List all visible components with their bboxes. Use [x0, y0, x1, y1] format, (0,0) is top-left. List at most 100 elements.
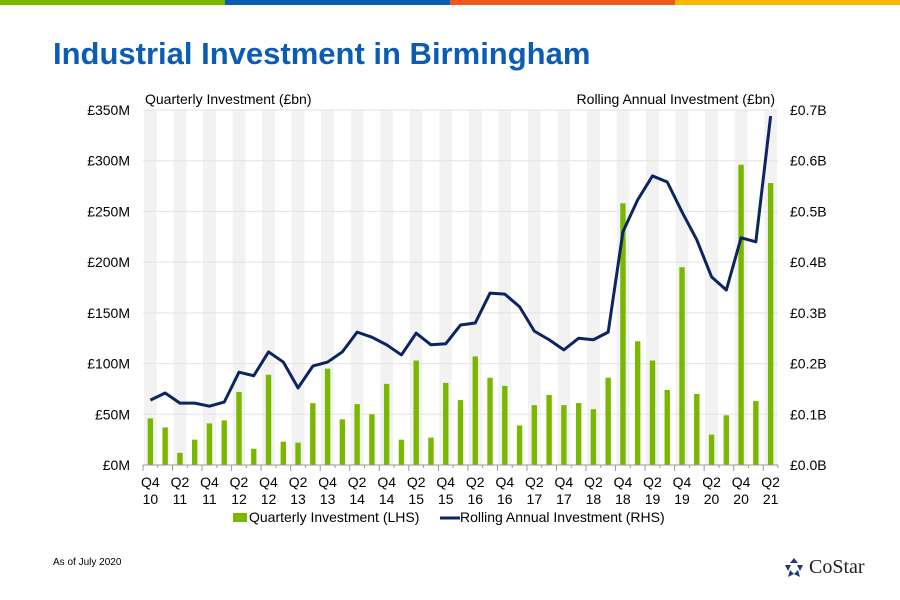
background-stripe — [409, 110, 423, 465]
left-tick-label: £350M — [87, 102, 130, 118]
right-tick-label: £0.4B — [790, 254, 827, 270]
page-title: Industrial Investment in Birmingham — [53, 36, 591, 71]
x-tick-label: Q4 — [436, 474, 455, 490]
bar-Q3-14 — [369, 414, 375, 465]
background-stripe — [705, 110, 718, 465]
x-tick-label: Q2 — [761, 474, 780, 490]
left-tick-label: £200M — [87, 254, 130, 270]
bar-Q3-17 — [546, 395, 552, 465]
right-tick-label: £0.3B — [790, 305, 827, 321]
background-stripe — [498, 110, 512, 465]
right-tick-label: £0.7B — [790, 102, 827, 118]
bar-Q2-21 — [767, 183, 774, 465]
legend-bar-label: Quarterly Investment (LHS) — [249, 509, 419, 525]
bar-Q2-15 — [413, 360, 419, 465]
bar-Q1-12 — [221, 420, 227, 465]
x-tick-label-year: 17 — [556, 491, 572, 507]
background-stripe — [557, 110, 571, 465]
x-tick-label: Q4 — [377, 474, 396, 490]
x-tick-label-year: 20 — [733, 491, 749, 507]
x-tick-label: Q4 — [555, 474, 574, 490]
x-tick-label-year: 21 — [763, 491, 779, 507]
bar-Q2-13 — [295, 442, 301, 465]
x-tick-label: Q4 — [673, 474, 692, 490]
bar-Q2-18 — [590, 409, 597, 465]
x-tick-label-year: 18 — [615, 491, 631, 507]
right-tick-label: £0.0B — [790, 457, 827, 473]
bar-Q1-19 — [635, 341, 641, 465]
left-tick-label: £250M — [87, 203, 130, 219]
bar-Q4-13 — [324, 368, 331, 465]
bar-Q1-11 — [162, 427, 168, 465]
x-tick-label-year: 17 — [527, 491, 543, 507]
x-tick-label: Q2 — [466, 474, 485, 490]
x-tick-label: Q2 — [348, 474, 367, 490]
x-tick-label: Q4 — [495, 474, 514, 490]
x-tick-label-year: 11 — [202, 491, 217, 507]
left-tick-label: £50M — [95, 406, 130, 422]
bar-Q1-18 — [575, 403, 582, 465]
accent-bar-blue — [225, 0, 450, 5]
bar-Q4-14 — [383, 383, 390, 465]
x-tick-label: Q4 — [141, 474, 160, 490]
right-tick-label: £0.5B — [790, 203, 827, 219]
x-tick-label: Q4 — [259, 474, 278, 490]
x-tick-label-year: 11 — [173, 491, 188, 507]
x-tick-label-year: 16 — [497, 491, 513, 507]
right-tick-label: £0.2B — [790, 356, 827, 372]
bar-Q4-18 — [620, 203, 626, 466]
x-tick-label: Q2 — [289, 474, 308, 490]
x-tick-label-year: 18 — [586, 491, 602, 507]
x-tick-label: Q4 — [732, 474, 751, 490]
bar-Q2-17 — [531, 405, 538, 465]
x-tick-label: Q2 — [702, 474, 721, 490]
background-stripe — [144, 110, 157, 465]
x-tick-label-year: 10 — [143, 491, 159, 507]
bar-Q3-18 — [605, 377, 611, 465]
right-tick-label: £0.1B — [790, 406, 827, 422]
logo-text: CoStar — [809, 556, 865, 578]
background-stripe — [646, 110, 659, 465]
bar-Q4-20 — [738, 164, 744, 465]
bar-Q3-19 — [664, 389, 670, 465]
bar-Q1-15 — [398, 439, 405, 465]
x-tick-label-year: 12 — [261, 491, 277, 507]
x-tick-label: Q2 — [584, 474, 603, 490]
x-tick-label: Q2 — [407, 474, 426, 490]
background-stripe — [527, 110, 541, 465]
left-axis-title: Quarterly Investment (£bn) — [145, 91, 312, 107]
bar-Q2-12 — [236, 391, 242, 465]
x-tick-label: Q2 — [230, 474, 249, 490]
accent-bar-yellow — [675, 0, 900, 5]
bar-Q1-16 — [457, 400, 464, 465]
x-tick-label-year: 19 — [674, 491, 690, 507]
bar-Q3-11 — [191, 439, 198, 465]
x-tick-label: Q2 — [171, 474, 190, 490]
bar-Q4-15 — [443, 382, 449, 465]
bar-Q2-11 — [177, 452, 183, 465]
right-tick-label: £0.6B — [790, 153, 827, 169]
x-tick-label: Q2 — [525, 474, 544, 490]
x-tick-label-year: 13 — [320, 491, 336, 507]
bar-Q3-15 — [428, 437, 434, 465]
bar-Q3-12 — [251, 448, 257, 465]
background-stripe — [468, 110, 482, 465]
accent-bar-green — [0, 0, 225, 5]
bar-Q1-13 — [280, 441, 286, 465]
left-tick-label: £150M — [87, 305, 130, 321]
background-stripe — [380, 110, 394, 465]
background-stripe — [439, 110, 453, 465]
legend: Quarterly Investment (LHS) Rolling Annua… — [233, 509, 665, 525]
bar-Q4-11 — [206, 423, 213, 465]
left-tick-label: £0M — [103, 457, 130, 473]
right-axis-title: Rolling Annual Investment (£bn) — [577, 91, 775, 107]
bar-Q4-10 — [147, 418, 154, 465]
x-tick-label: Q2 — [643, 474, 662, 490]
x-tick-label: Q4 — [614, 474, 633, 490]
x-tick-label-year: 14 — [349, 491, 365, 507]
x-tick-label-year: 13 — [290, 491, 306, 507]
bar-Q2-20 — [708, 434, 715, 465]
bar-Q3-20 — [723, 415, 730, 465]
x-tick-label-year: 19 — [645, 491, 661, 507]
legend-bar-swatch — [233, 513, 247, 522]
